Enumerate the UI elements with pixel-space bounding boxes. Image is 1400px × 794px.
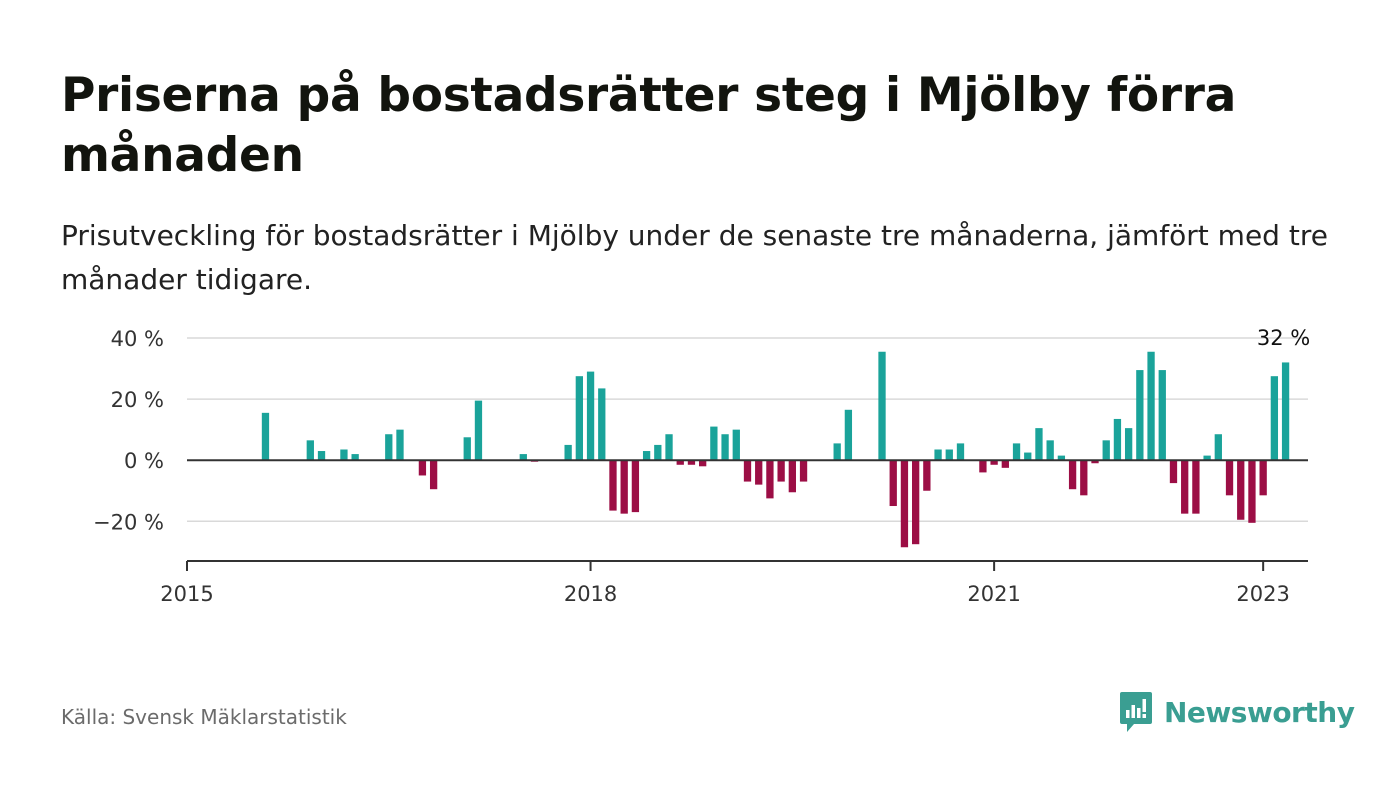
bar bbox=[833, 443, 841, 461]
y-tick-label: 40 % bbox=[111, 327, 164, 351]
newsworthy-logo-icon bbox=[1120, 692, 1152, 732]
bar bbox=[844, 409, 853, 461]
bar bbox=[743, 460, 752, 482]
bar bbox=[474, 400, 483, 461]
bar bbox=[1080, 460, 1088, 496]
bar bbox=[1192, 460, 1200, 514]
bar bbox=[463, 437, 471, 461]
labels: 40 % 20 % 0 % −20 % 2015 2018 2021 2023 32 % bbox=[93, 326, 1310, 606]
bar bbox=[1035, 428, 1043, 461]
bar bbox=[990, 460, 998, 465]
bar bbox=[766, 460, 774, 499]
bar bbox=[755, 460, 763, 485]
bar bbox=[609, 460, 617, 511]
bar bbox=[396, 429, 404, 461]
bar bbox=[1203, 455, 1211, 461]
bar bbox=[1259, 460, 1267, 496]
bar bbox=[878, 351, 886, 461]
value-annotation: 32 % bbox=[1257, 326, 1310, 350]
bar bbox=[900, 460, 909, 548]
bar bbox=[1214, 434, 1222, 461]
bars bbox=[261, 351, 1290, 548]
brand-name: Newsworthy bbox=[1164, 695, 1355, 729]
bar bbox=[1046, 440, 1054, 461]
bar bbox=[945, 449, 953, 461]
chart-title: Priserna på bostadsrätter steg i Mjölby … bbox=[61, 68, 1237, 183]
y-tick-label: −20 % bbox=[93, 510, 164, 534]
bar bbox=[1136, 370, 1144, 461]
bar bbox=[385, 434, 393, 461]
bar bbox=[687, 460, 696, 465]
bar bbox=[1237, 460, 1245, 520]
bar bbox=[799, 460, 808, 482]
chart-subtitle: Prisutveckling för bostadsrätter i Mjölb… bbox=[61, 219, 1328, 296]
y-tick-label: 20 % bbox=[111, 388, 164, 412]
bar bbox=[1270, 376, 1279, 461]
bar bbox=[1124, 428, 1133, 461]
bar bbox=[1225, 460, 1234, 496]
bar bbox=[934, 449, 942, 461]
bar bbox=[598, 388, 606, 461]
bar bbox=[889, 460, 897, 507]
bar bbox=[1113, 418, 1122, 461]
bar bbox=[1147, 351, 1155, 461]
bar bbox=[788, 460, 796, 493]
bar bbox=[1169, 460, 1178, 484]
bar bbox=[261, 412, 270, 461]
bar bbox=[418, 460, 427, 476]
bar bbox=[1181, 460, 1189, 514]
bar bbox=[631, 460, 640, 513]
bar bbox=[1068, 460, 1077, 490]
bar bbox=[923, 460, 931, 491]
bar bbox=[699, 460, 707, 467]
bar bbox=[1281, 362, 1290, 461]
bar bbox=[732, 429, 740, 461]
bar bbox=[710, 426, 718, 461]
bar bbox=[575, 376, 583, 461]
bar bbox=[979, 460, 987, 473]
x-tick-label: 2023 bbox=[1236, 582, 1289, 606]
bar bbox=[1248, 460, 1256, 523]
bar bbox=[642, 451, 651, 461]
bar bbox=[1024, 452, 1032, 461]
bar bbox=[586, 371, 595, 461]
bar bbox=[1158, 370, 1166, 461]
bar bbox=[777, 460, 785, 482]
gridlines bbox=[187, 337, 1308, 523]
x-tick-label: 2018 bbox=[564, 582, 617, 606]
bar bbox=[721, 434, 729, 461]
bar bbox=[1102, 440, 1110, 461]
axes bbox=[186, 459, 1308, 571]
bar bbox=[620, 460, 628, 514]
bar bbox=[429, 460, 438, 490]
bar bbox=[306, 440, 314, 461]
bar bbox=[654, 444, 662, 461]
bar bbox=[351, 454, 359, 461]
bar bbox=[519, 454, 527, 461]
bar bbox=[564, 444, 572, 461]
bar bbox=[317, 451, 326, 461]
bar bbox=[676, 460, 684, 465]
bar bbox=[340, 449, 348, 461]
bar bbox=[1001, 460, 1009, 468]
bar bbox=[665, 434, 673, 461]
bar bbox=[956, 443, 965, 461]
x-tick-label: 2015 bbox=[160, 582, 213, 606]
bar-chart: 40 % 20 % 0 % −20 % 2015 2018 2021 2023 32 % bbox=[93, 326, 1310, 606]
bar bbox=[912, 460, 920, 545]
bar bbox=[1091, 460, 1099, 464]
y-tick-label: 0 % bbox=[124, 449, 164, 473]
source-note: Källa: Svensk Mäklarstatistik bbox=[61, 705, 347, 729]
bar bbox=[1057, 455, 1066, 461]
x-tick-label: 2021 bbox=[967, 582, 1020, 606]
bar bbox=[1012, 443, 1021, 461]
brand-logo[interactable]: Newsworthy bbox=[1118, 690, 1355, 734]
